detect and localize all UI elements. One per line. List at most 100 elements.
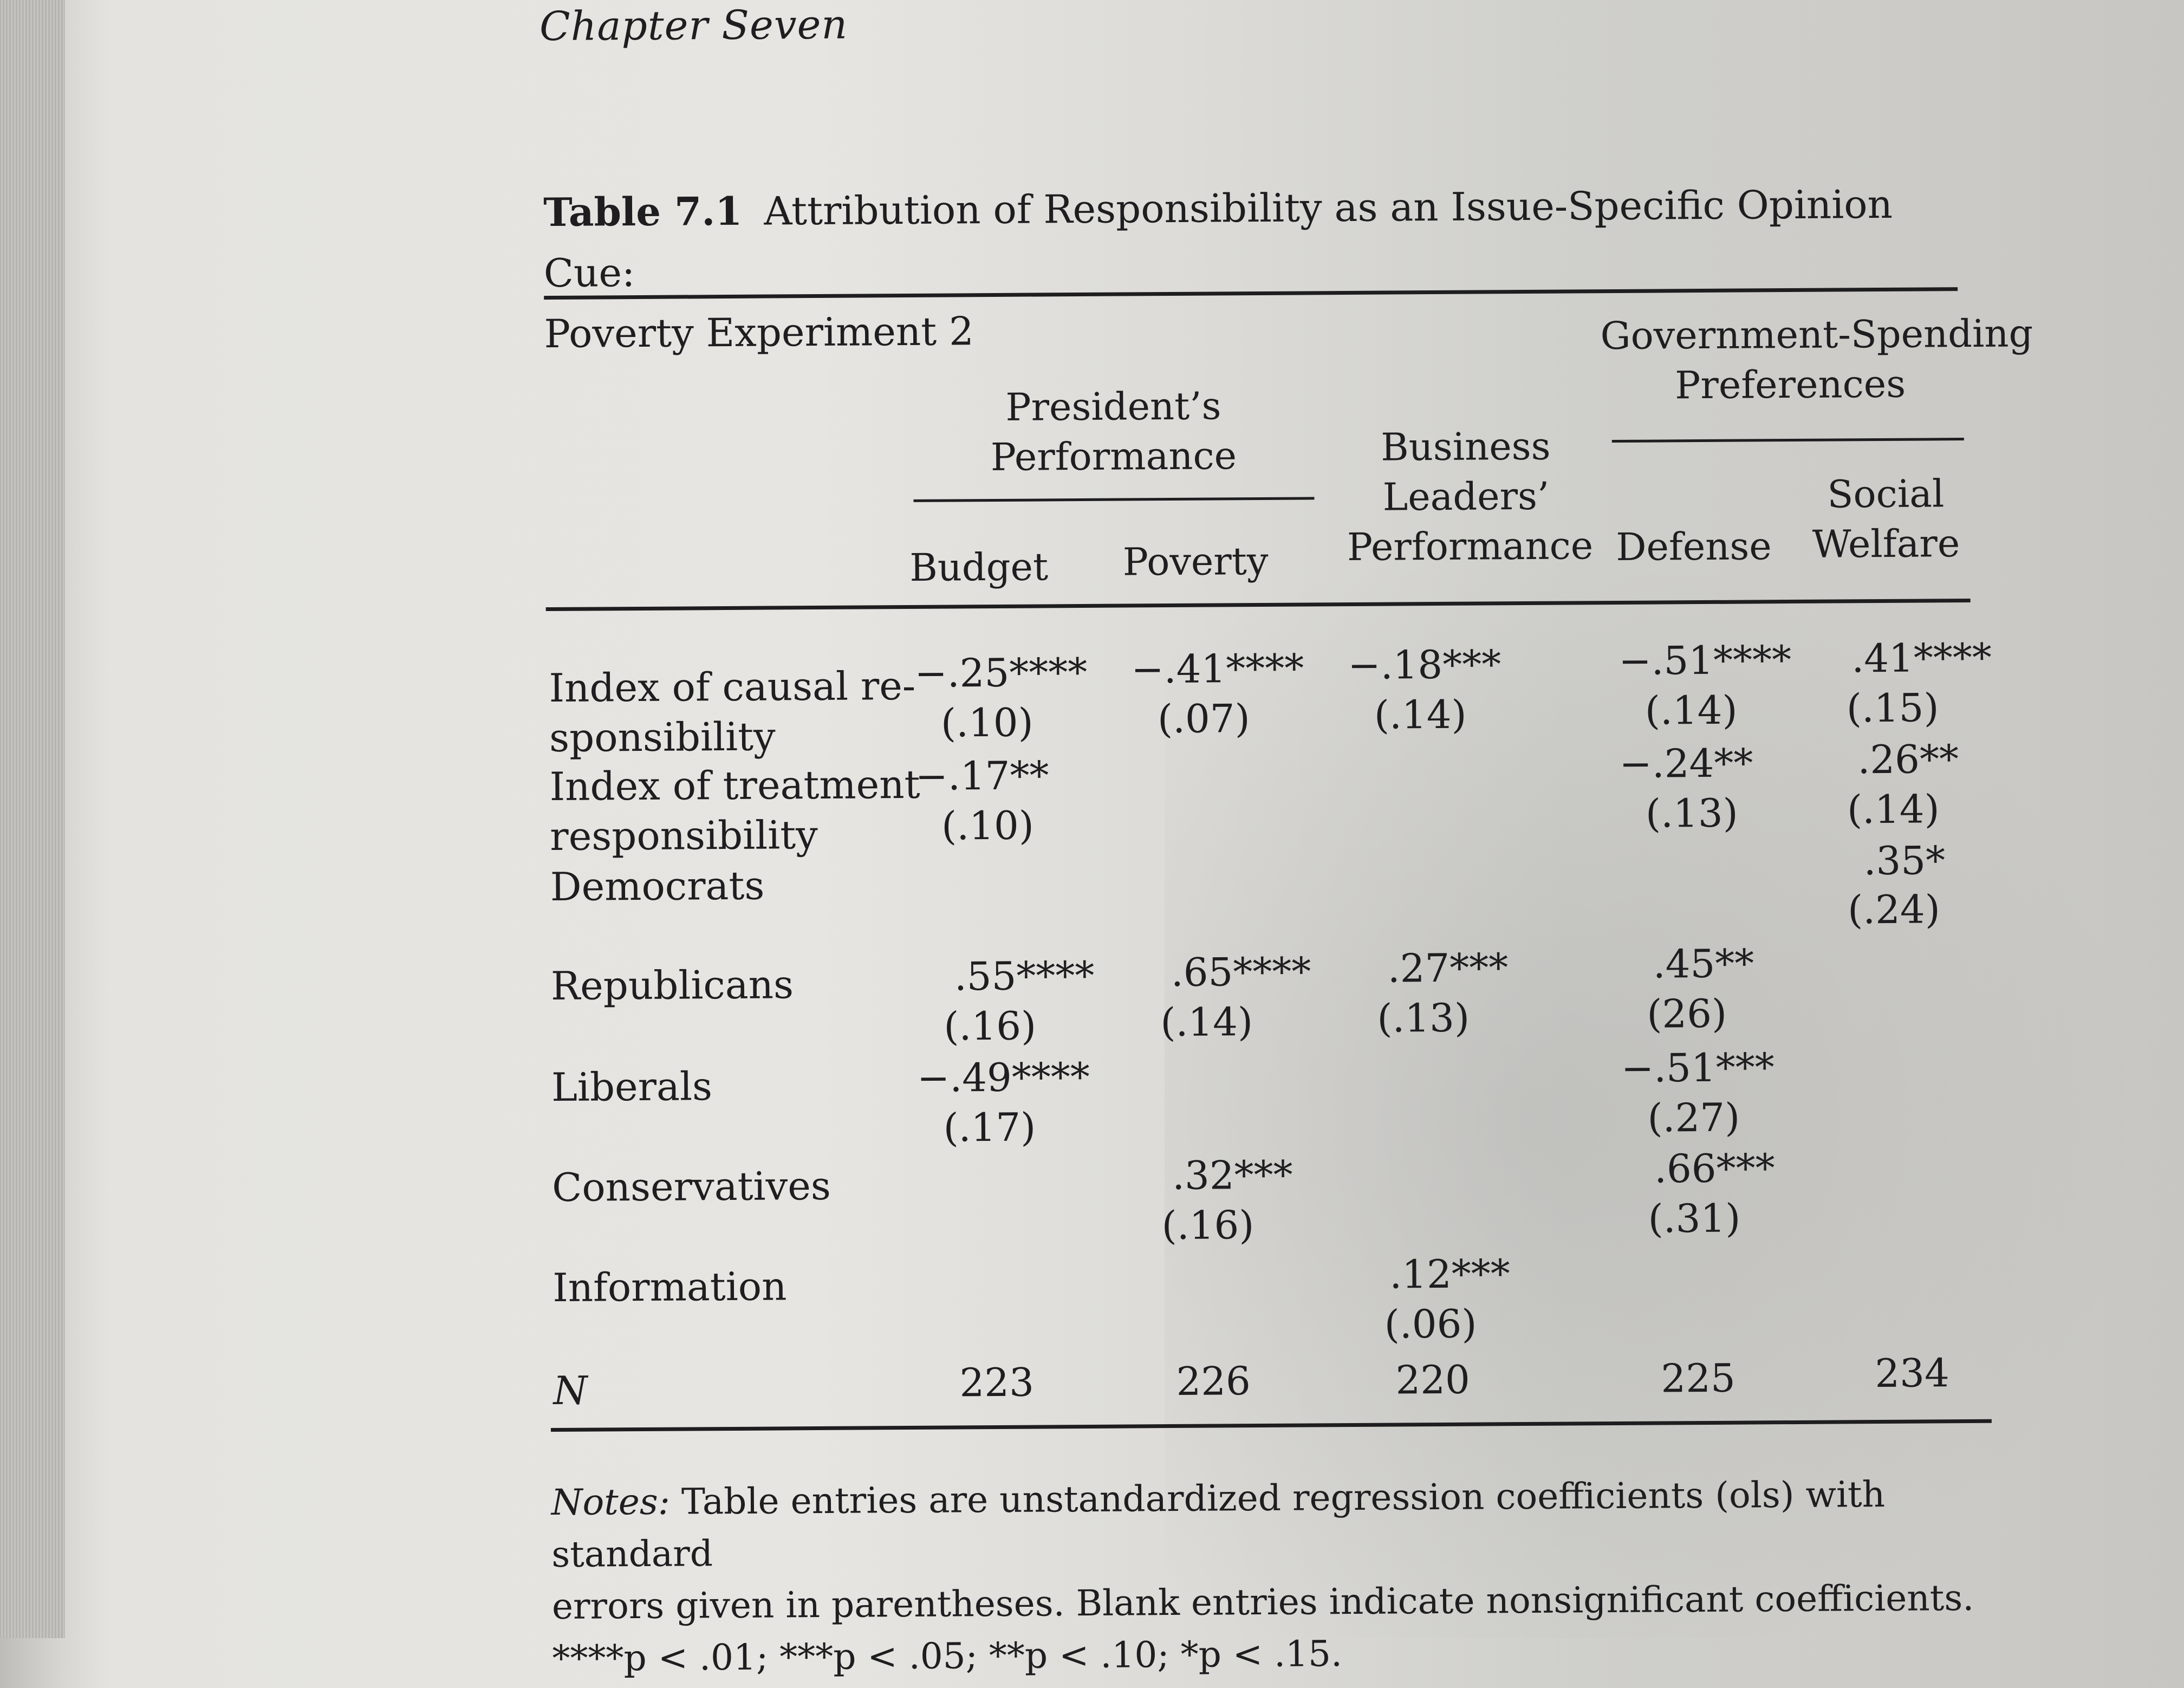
row-label-causal: Index of causal re- sponsibility <box>549 661 916 763</box>
cell-causal-business: −.18*** (.14) <box>1348 639 1502 740</box>
coefficient: −.51*** <box>1621 1044 1774 1091</box>
notes-label: Notes: <box>551 1481 671 1524</box>
row-label-democrats: Democrats <box>550 862 765 910</box>
row-label-treatment: Index of treatment responsibility <box>549 759 920 861</box>
standard-error: (.16) <box>944 1003 1037 1049</box>
standard-error: (.10) <box>941 802 1035 849</box>
cell-conservatives-poverty: .32*** (.16) <box>1161 1150 1294 1250</box>
coefficient: −.41**** <box>1131 645 1304 692</box>
cell-n-social: 234 <box>1875 1350 1950 1397</box>
standard-error: (.15) <box>1846 685 1939 731</box>
coefficient: .27*** <box>1387 945 1509 991</box>
standard-error: (.17) <box>943 1104 1036 1151</box>
row-label-liberals: Liberals <box>551 1063 713 1111</box>
header-business-leaders: Business Leaders’ Performance <box>1347 421 1594 572</box>
cell-causal-poverty: −.41**** (.07) <box>1131 644 1304 744</box>
header-text: Social <box>1827 471 1945 517</box>
header-budget: Budget <box>909 544 1049 590</box>
row-label-text: Index of causal re- <box>549 663 916 711</box>
coefficient: .55**** <box>954 952 1095 999</box>
cell-democrats-social: .35* (.24) <box>1848 835 1946 934</box>
header-text: Performance <box>990 433 1237 480</box>
standard-error: (.10) <box>940 699 1034 746</box>
cell-n-business: 220 <box>1395 1356 1471 1403</box>
cell-n-defense: 225 <box>1661 1355 1736 1401</box>
cell-n-poverty: 226 <box>1176 1358 1251 1404</box>
header-bottom-rule <box>545 598 1971 612</box>
hand-shadow <box>1165 488 2184 1638</box>
coefficient: .65**** <box>1171 949 1311 996</box>
coefficient: −.51**** <box>1618 637 1792 684</box>
standard-error: (26) <box>1647 990 1727 1037</box>
cell-causal-social: .41**** (.15) <box>1847 633 1992 733</box>
coefficient: −.18*** <box>1348 641 1502 689</box>
standard-error: (.14) <box>1160 999 1253 1046</box>
row-label-text: responsibility <box>549 811 818 860</box>
row-label-conservatives: Conservatives <box>551 1163 831 1211</box>
row-label-information: Information <box>552 1263 787 1310</box>
notes-line1: Table entries are unstandardized regress… <box>551 1473 1886 1576</box>
cell-liberals-budget: −.49**** (.17) <box>917 1052 1090 1153</box>
table-number: Table 7.1 <box>543 187 743 236</box>
standard-error: (.14) <box>1847 786 1940 833</box>
header-text: Business <box>1381 424 1551 470</box>
header-text: Preferences <box>1675 361 1906 408</box>
coefficient: .35* <box>1863 837 1946 884</box>
cell-treatment-budget: −.17** (.10) <box>915 750 1049 851</box>
spending-group-rule <box>1611 438 1964 443</box>
cell-republicans-budget: .55**** (.16) <box>944 951 1095 1051</box>
coefficient: .26** <box>1857 736 1959 783</box>
header-government-spending: Government-Spending Preferences <box>1600 309 2033 411</box>
standard-error: (.27) <box>1647 1094 1740 1141</box>
row-label-n: N <box>553 1367 588 1413</box>
cell-republicans-business: .27*** (.13) <box>1377 943 1509 1043</box>
header-social-welfare: Social Welfare <box>1807 469 1965 569</box>
book-page: Chapter Seven Table 7.1 Attribution of Re… <box>539 1 2033 1679</box>
standard-error: (.24) <box>1847 886 1941 933</box>
standard-error: (.13) <box>1377 995 1470 1041</box>
coefficient: .41**** <box>1851 634 1992 681</box>
coefficient: .45** <box>1653 940 1754 987</box>
coefficient: −.49**** <box>916 1054 1090 1101</box>
header-text: President’s <box>1005 384 1221 430</box>
header-defense: Defense <box>1616 524 1772 569</box>
coefficient: .32*** <box>1172 1152 1293 1199</box>
coefficient: −.17** <box>915 752 1049 799</box>
row-label-text: Index of treatment <box>549 761 920 810</box>
coefficient: −.25**** <box>914 649 1088 696</box>
standard-error: (.14) <box>1644 687 1738 733</box>
header-text: Government-Spending <box>1600 311 2033 359</box>
cell-republicans-poverty: .65**** (.14) <box>1160 946 1312 1047</box>
standard-error: (.07) <box>1157 696 1250 742</box>
cell-causal-budget: −.25**** (.10) <box>914 647 1088 748</box>
notes-line2: errors given in parentheses. Blank entri… <box>551 1576 1974 1628</box>
cell-treatment-defense: −.24** (.13) <box>1619 738 1753 839</box>
coefficient: −.24** <box>1619 740 1753 787</box>
standard-error: (.13) <box>1645 790 1738 836</box>
standard-error: (.06) <box>1384 1301 1477 1347</box>
header-text: Welfare <box>1812 521 1960 567</box>
standard-error: (.16) <box>1161 1202 1254 1249</box>
cell-liberals-defense: −.51*** (.27) <box>1621 1042 1775 1143</box>
table-title-line1: Attribution of Responsibility as an Issu… <box>543 181 1893 296</box>
coefficient: .66*** <box>1654 1145 1775 1192</box>
header-poverty: Poverty <box>1122 538 1269 585</box>
row-label-text: sponsibility <box>549 713 776 761</box>
running-header: Chapter Seven <box>539 1 848 50</box>
table-bottom-rule <box>550 1419 1992 1432</box>
row-label-republicans: Republicans <box>550 962 794 1009</box>
table-notes: Notes: Table entries are unstandardized … <box>551 1468 2004 1685</box>
header-presidents-performance: President’s Performance <box>918 380 1309 482</box>
coefficient: .12*** <box>1389 1251 1510 1297</box>
standard-error: (.31) <box>1648 1195 1741 1242</box>
cell-n-budget: 223 <box>959 1359 1035 1406</box>
notes-line3: ****p < .01; ***p < .05; **p < .10; *p <… <box>552 1633 1343 1680</box>
cell-conservatives-defense: .66*** (.31) <box>1648 1143 1776 1243</box>
president-group-rule <box>913 497 1315 502</box>
book-page-edges <box>0 0 65 1638</box>
cell-information-business: .12*** (.06) <box>1384 1249 1511 1349</box>
header-text: Leaders’ <box>1382 473 1550 520</box>
standard-error: (.14) <box>1374 691 1467 738</box>
cell-republicans-defense: .45** (26) <box>1647 938 1754 1038</box>
cell-causal-defense: −.51**** (.14) <box>1618 635 1792 736</box>
